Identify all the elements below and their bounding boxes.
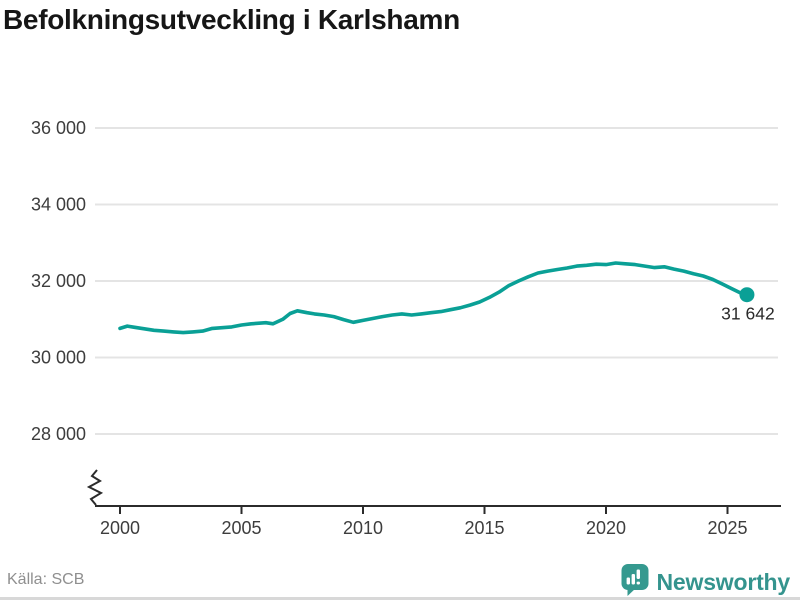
svg-text:2015: 2015 bbox=[464, 518, 504, 538]
window-bottom-edge bbox=[0, 597, 800, 600]
y-tick-labels: 28 000 30 000 32 000 34 000 36 000 bbox=[31, 118, 86, 444]
svg-text:28 000: 28 000 bbox=[31, 424, 86, 444]
svg-text:36 000: 36 000 bbox=[31, 118, 86, 138]
svg-text:32 000: 32 000 bbox=[31, 271, 86, 291]
newsworthy-logo-text: Newsworthy bbox=[656, 569, 791, 595]
series-end-value-label: 31 642 bbox=[721, 304, 775, 324]
svg-text:2000: 2000 bbox=[100, 518, 140, 538]
chart-title: Befolkningsutveckling i Karlshamn bbox=[3, 4, 460, 35]
svg-text:2005: 2005 bbox=[221, 518, 261, 538]
axis-break-icon bbox=[86, 469, 104, 506]
svg-text:34 000: 34 000 bbox=[31, 195, 86, 215]
y-gridlines bbox=[95, 127, 778, 435]
svg-text:2020: 2020 bbox=[586, 518, 626, 538]
svg-text:30 000: 30 000 bbox=[31, 348, 86, 368]
svg-text:2010: 2010 bbox=[343, 518, 383, 538]
x-axis: 2000 2005 2010 2015 2020 2025 bbox=[86, 469, 781, 538]
newsworthy-speech-bubble-barchart-icon bbox=[621, 563, 649, 600]
population-series-line bbox=[118, 261, 749, 335]
svg-text:2025: 2025 bbox=[707, 518, 747, 538]
series-end-dot bbox=[739, 287, 755, 303]
source-note: Källa: SCB bbox=[7, 571, 85, 588]
newsworthy-logo-link[interactable]: Newsworthy bbox=[621, 563, 790, 600]
